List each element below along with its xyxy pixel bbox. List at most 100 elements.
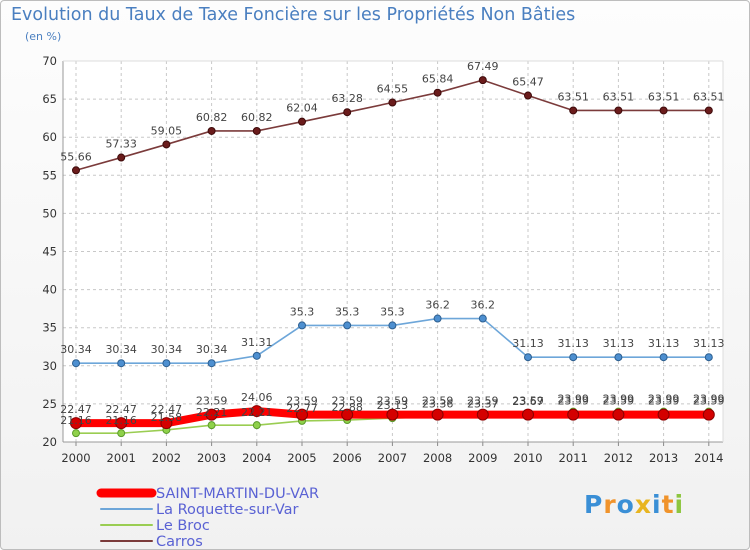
data-point bbox=[343, 321, 352, 330]
data-point bbox=[341, 408, 354, 421]
data-point bbox=[296, 408, 308, 421]
data-label: 23.67 bbox=[512, 395, 544, 408]
data-label: 31.13 bbox=[603, 337, 635, 350]
data-point bbox=[160, 417, 173, 430]
data-label: 31.13 bbox=[557, 337, 589, 350]
data-point bbox=[117, 429, 126, 438]
y-tick-label: 50 bbox=[42, 206, 57, 220]
data-point bbox=[431, 408, 444, 421]
data-label: 35.3 bbox=[380, 305, 405, 318]
data-point bbox=[117, 153, 126, 162]
data-label: 23.99 bbox=[603, 393, 635, 406]
data-label: 23.59 bbox=[648, 395, 680, 408]
data-point bbox=[657, 408, 670, 421]
data-label: 23.59 bbox=[512, 395, 544, 408]
legend-item: SAINT-MARTIN-DU-VAR bbox=[96, 486, 319, 502]
data-label: 67.49 bbox=[467, 60, 499, 73]
data-label: 63.51 bbox=[648, 90, 680, 103]
legend-label: La Roquette-sur-Var bbox=[156, 502, 299, 518]
data-point bbox=[207, 359, 216, 368]
data-label: 21.58 bbox=[151, 411, 183, 424]
data-point bbox=[298, 117, 306, 126]
data-label: 23.59 bbox=[377, 395, 409, 408]
data-label: 63.51 bbox=[693, 90, 725, 103]
data-point bbox=[252, 126, 261, 135]
logo-letter: o bbox=[616, 490, 635, 519]
data-label: 35.3 bbox=[290, 305, 315, 318]
y-tick-label: 70 bbox=[42, 54, 57, 68]
data-label: 23.37 bbox=[467, 397, 499, 410]
data-label: 62.04 bbox=[286, 102, 318, 115]
data-label: 31.13 bbox=[648, 337, 680, 350]
data-label: 23.13 bbox=[377, 399, 409, 412]
data-point bbox=[343, 108, 352, 117]
data-label: 23.59 bbox=[467, 395, 499, 408]
data-point bbox=[388, 321, 397, 330]
data-point bbox=[612, 408, 625, 421]
data-point bbox=[205, 408, 218, 421]
logo-letter: x bbox=[634, 490, 652, 519]
y-tick-label: 45 bbox=[42, 245, 57, 259]
data-label: 30.34 bbox=[60, 343, 92, 356]
x-tick-label: 2010 bbox=[513, 451, 542, 465]
data-label: 22.77 bbox=[286, 402, 318, 415]
logo-letter: i bbox=[652, 490, 662, 519]
data-label: 31.13 bbox=[693, 337, 725, 350]
x-tick-label: 2012 bbox=[604, 451, 633, 465]
y-tick-label: 65 bbox=[42, 92, 57, 106]
chart-title: Evolution du Taux de Taxe Foncière sur l… bbox=[11, 5, 576, 25]
x-tick-label: 2011 bbox=[559, 451, 588, 465]
logo-letter: P bbox=[584, 490, 604, 519]
data-label: 23.99 bbox=[557, 393, 589, 406]
data-label: 24.06 bbox=[241, 391, 273, 404]
x-tick-label: 2003 bbox=[197, 451, 226, 465]
x-tick-label: 2005 bbox=[287, 451, 316, 465]
data-point bbox=[704, 106, 713, 115]
data-label: 23.59 bbox=[693, 395, 725, 408]
data-point bbox=[115, 417, 128, 430]
x-tick-label: 2002 bbox=[152, 451, 181, 465]
x-tick-label: 2004 bbox=[242, 451, 271, 465]
data-label: 23.36 bbox=[422, 397, 454, 410]
data-label: 35.3 bbox=[335, 305, 360, 318]
data-point bbox=[567, 408, 580, 421]
x-tick-label: 2007 bbox=[378, 451, 407, 465]
legend-item: Le Broc bbox=[100, 518, 210, 534]
x-tick-label: 2009 bbox=[468, 451, 497, 465]
legend-item: La Roquette-sur-Var bbox=[100, 502, 299, 518]
data-point bbox=[702, 408, 715, 421]
data-label: 23.59 bbox=[196, 395, 228, 408]
data-point bbox=[569, 106, 578, 115]
y-tick-label: 60 bbox=[42, 130, 57, 144]
data-label: 23.99 bbox=[693, 393, 725, 406]
legend-label: Le Broc bbox=[156, 518, 210, 534]
data-label: 60.82 bbox=[241, 111, 273, 124]
legend-item: Carros bbox=[100, 534, 203, 549]
data-label: 22.47 bbox=[105, 403, 137, 416]
data-label: 22.88 bbox=[331, 401, 363, 414]
data-label: 64.55 bbox=[377, 83, 409, 96]
x-tick-label: 2008 bbox=[423, 451, 452, 465]
data-label: 22.47 bbox=[60, 403, 92, 416]
data-label: 22.21 bbox=[196, 406, 228, 419]
data-label: 65.84 bbox=[422, 73, 454, 86]
x-tick-label: 2014 bbox=[694, 451, 723, 465]
logo-letter: t bbox=[661, 490, 675, 519]
data-point bbox=[478, 76, 487, 85]
data-label: 31.13 bbox=[512, 337, 544, 350]
chart-subtitle: (en %) bbox=[25, 30, 62, 43]
data-label: 30.34 bbox=[105, 343, 137, 356]
y-tick-label: 55 bbox=[42, 168, 57, 182]
y-tick-label: 35 bbox=[42, 321, 57, 335]
data-label: 65.47 bbox=[512, 76, 544, 89]
x-tick-label: 2000 bbox=[61, 451, 90, 465]
data-point bbox=[250, 405, 263, 418]
data-point bbox=[569, 353, 578, 362]
data-point bbox=[524, 91, 532, 100]
data-label: 63.28 bbox=[331, 92, 363, 105]
data-point bbox=[72, 429, 80, 438]
data-label: 55.66 bbox=[60, 150, 92, 163]
data-point bbox=[659, 353, 668, 362]
y-tick-label: 40 bbox=[42, 283, 57, 297]
